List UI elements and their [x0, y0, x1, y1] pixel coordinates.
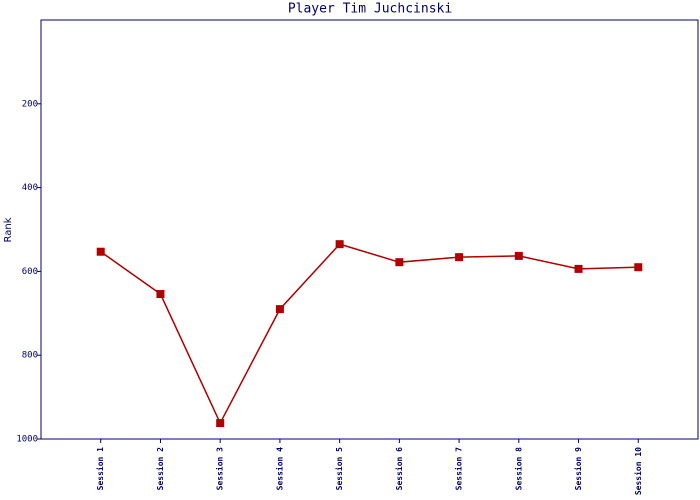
x-tick-label: Session 5 [334, 447, 344, 491]
data-point [275, 305, 284, 314]
chart-title: Player Tim Juchcinski [288, 2, 452, 17]
data-point [216, 419, 225, 428]
y-tick-label: 400 [22, 183, 38, 193]
x-tick-label: Session 2 [155, 447, 165, 491]
data-point [634, 263, 643, 272]
x-tick-label: Session 6 [394, 447, 404, 491]
x-tick-label: Session 4 [274, 447, 284, 491]
y-tick-label: 600 [22, 267, 38, 277]
x-tick-label: Session 10 [633, 447, 643, 495]
data-point [156, 290, 165, 299]
data-point [514, 251, 523, 260]
y-axis-label: Rank [3, 217, 14, 242]
plot-frame [40, 19, 699, 440]
y-tick-label: 1000 [16, 435, 38, 445]
series-line [100, 243, 639, 425]
x-tick-label: Session 7 [454, 447, 464, 491]
y-tick-label: 800 [22, 351, 38, 361]
x-tick-label: Session 1 [95, 447, 105, 491]
x-tick-label: Session 3 [215, 447, 225, 491]
data-point [395, 258, 404, 267]
data-point [574, 264, 583, 273]
x-tick-label: Session 8 [513, 447, 523, 491]
data-point [335, 240, 344, 249]
y-tick-label: 200 [22, 99, 38, 109]
x-tick-label: Session 9 [573, 447, 583, 491]
data-point [96, 247, 105, 256]
data-point [455, 253, 464, 262]
